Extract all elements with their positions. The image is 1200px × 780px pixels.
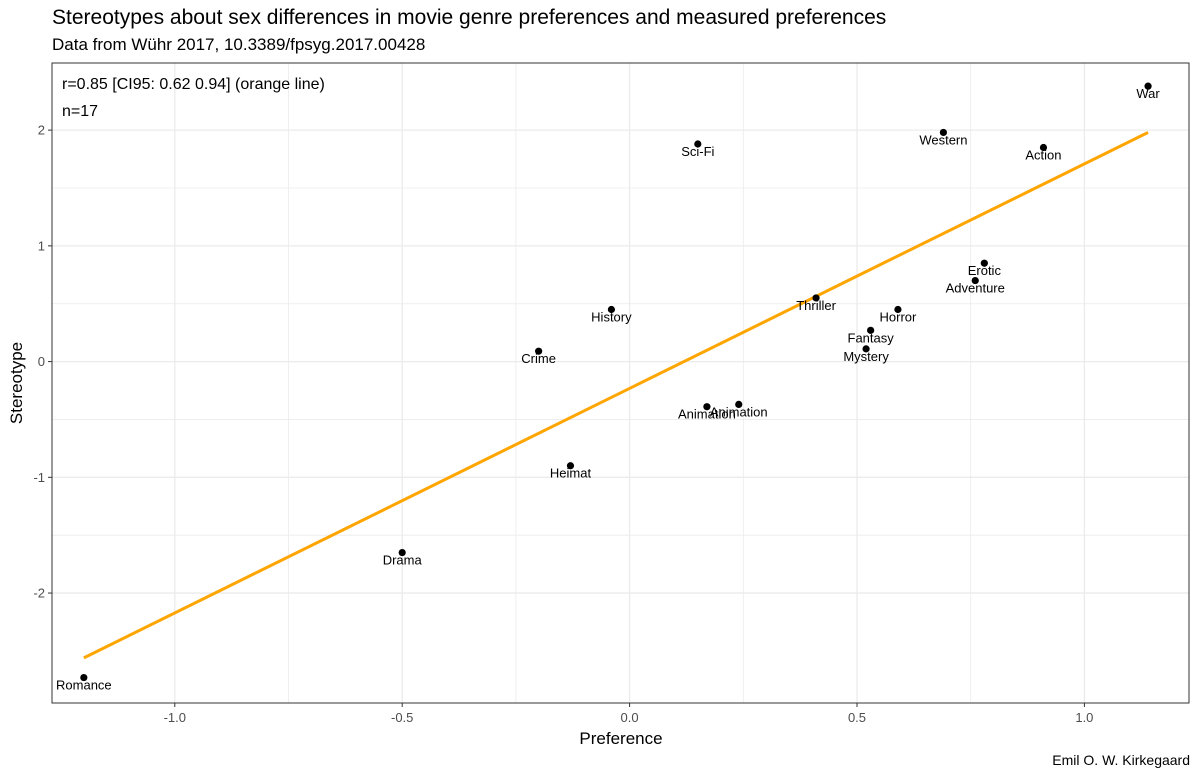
data-point-erotic — [980, 259, 988, 267]
n-annotation: n=17 — [62, 103, 98, 120]
x-tick-label: -0.5 — [391, 710, 413, 725]
data-point-fantasy — [867, 326, 875, 334]
correlation-annotation: r=0.85 [CI95: 0.62 0.94] (orange line) — [62, 76, 325, 93]
data-point-action — [1039, 143, 1048, 152]
panel-border — [51, 62, 1190, 704]
data-points — [80, 82, 1152, 682]
x-tick-label: 1.0 — [1075, 710, 1093, 725]
point-label-war: War — [1136, 86, 1160, 101]
y-axis-title: Stereotype — [7, 342, 26, 424]
data-point-sci-fi — [694, 140, 702, 148]
point-label-heimat: Heimat — [550, 466, 592, 481]
point-label-adventure: Adventure — [946, 281, 1005, 296]
data-point-animation — [735, 400, 743, 409]
x-tick-label: -1.0 — [164, 710, 186, 725]
chart-title: Stereotypes about sex differences in mov… — [52, 6, 887, 29]
point-label-sci-fi: Sci-Fi — [681, 144, 714, 159]
x-axis-ticks: -1.0 -0.5 0.0 0.5 1.0 — [164, 703, 1093, 725]
grid-major — [52, 63, 1189, 703]
point-label-erotic: Erotic — [968, 263, 1002, 278]
data-point-adventure — [971, 276, 979, 285]
data-point-war — [1144, 82, 1152, 90]
point-label-romance: Romance — [56, 678, 112, 693]
point-label-fantasy: Fantasy — [848, 330, 895, 345]
y-tick-label: 1 — [38, 238, 45, 253]
point-label-drama: Drama — [383, 553, 423, 568]
point-label-history: History — [591, 310, 632, 325]
data-point-mystery — [862, 345, 870, 353]
data-point-drama — [398, 548, 406, 557]
x-tick-label: 0.0 — [621, 710, 639, 725]
point-label-thriller: Thriller — [796, 298, 836, 313]
y-tick-label: 0 — [38, 354, 45, 369]
author-caption: Emil O. W. Kirkegaard — [1052, 752, 1190, 768]
y-tick-label: 2 — [38, 123, 45, 138]
data-point-thriller — [812, 294, 820, 302]
y-tick-label: -1 — [33, 470, 45, 485]
data-point-crime — [535, 347, 543, 355]
point-label-western: Western — [919, 132, 967, 147]
data-point-heimat — [566, 462, 575, 470]
data-point-romance — [80, 673, 88, 682]
x-tick-label: 0.5 — [848, 710, 866, 725]
grid-minor — [52, 63, 1189, 703]
data-point-animation — [703, 403, 711, 411]
data-point-history — [607, 305, 616, 314]
point-label-horror: Horror — [880, 310, 918, 325]
point-label-animation: Animation — [710, 404, 768, 419]
x-axis-title: Preference — [579, 729, 662, 748]
point-label-animation: Animation — [678, 407, 736, 422]
point-label-action: Action — [1025, 147, 1061, 162]
point-label-mystery: Mystery — [843, 349, 889, 364]
point-labels: War Sci-Fi Western Action Erotic Adventure His… — [56, 86, 1160, 692]
fit-line-group — [83, 131, 1149, 660]
chart-subtitle: Data from Wühr 2017, 10.3389/fpsyg.2017.… — [52, 35, 426, 54]
data-point-horror — [894, 305, 902, 314]
data-point-western — [939, 128, 948, 137]
point-label-crime: Crime — [521, 351, 556, 366]
y-axis-ticks: -2 -1 0 1 2 — [33, 123, 52, 601]
y-tick-label: -2 — [33, 586, 45, 601]
regression-line — [83, 131, 1149, 660]
